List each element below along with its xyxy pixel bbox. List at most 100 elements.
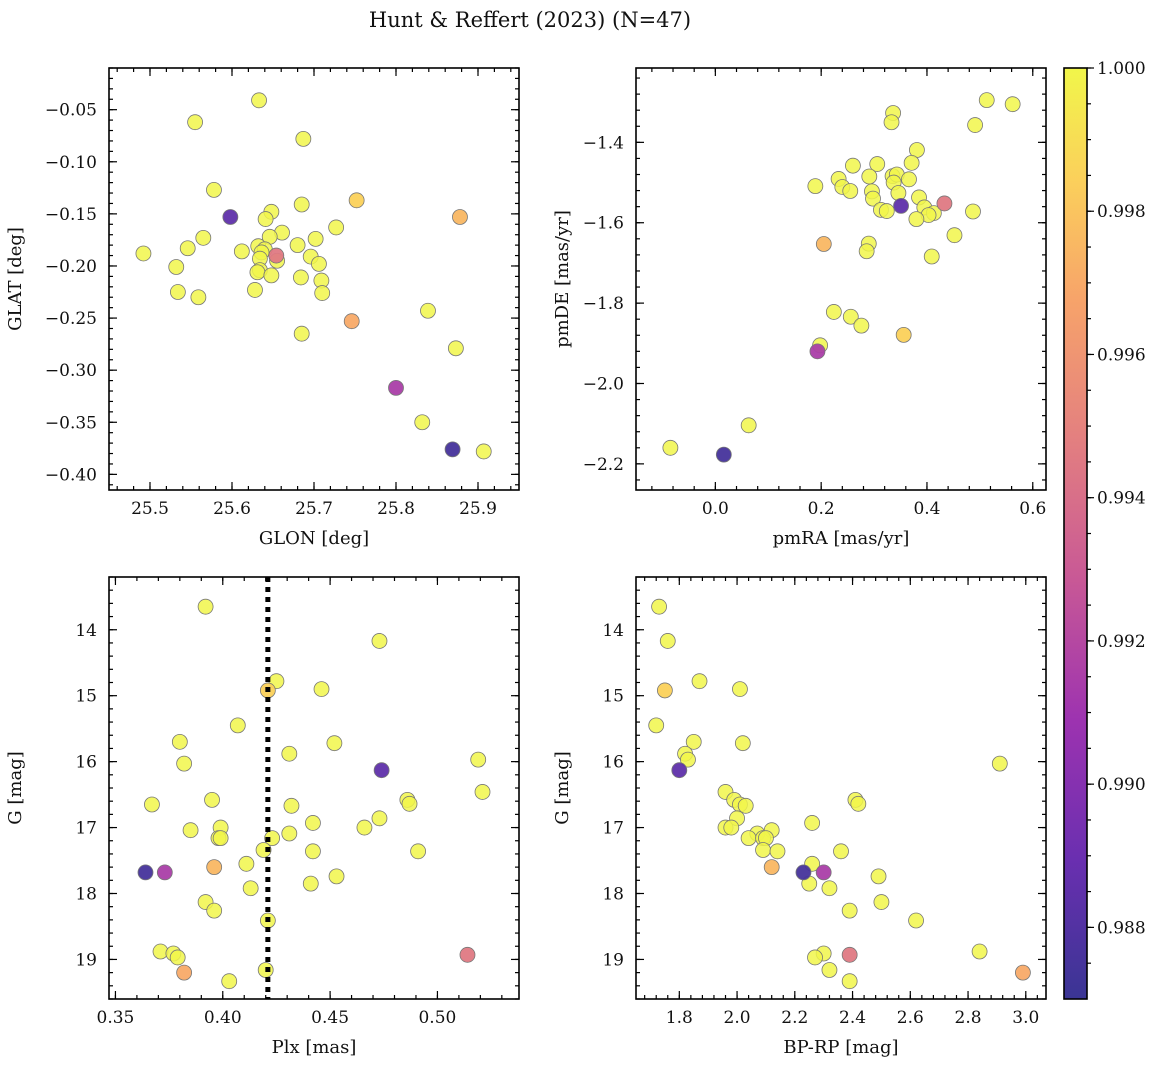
scatter-point <box>908 912 924 929</box>
y-tick-label: 14 <box>602 621 624 641</box>
y-tick-label: 19 <box>75 950 97 970</box>
colorbar-tick-label: 0.990 <box>1097 775 1146 795</box>
colorbar-tick-label: 1.000 <box>1097 59 1146 79</box>
x-tick-label: 0.6 <box>1019 499 1046 519</box>
scatter-point <box>307 230 324 247</box>
scatter-point <box>171 733 188 750</box>
scatter-point <box>447 340 464 357</box>
scatter-point <box>967 117 984 133</box>
scatter-point <box>842 308 859 325</box>
x-tick-label: 2.2 <box>781 1008 808 1028</box>
scatter-point <box>815 864 832 881</box>
scatter-point <box>841 946 858 963</box>
colorbar-tick-label: 0.992 <box>1097 632 1146 652</box>
scatter-point <box>229 717 246 734</box>
x-axis-label: Plx [mas] <box>272 1037 357 1058</box>
scatter-point <box>459 946 476 963</box>
scatter-point <box>293 196 310 213</box>
y-tick-label: −1.6 <box>583 214 624 234</box>
scatter-point <box>206 902 223 919</box>
chart-title: Hunt & Reffert (2023) (N=47) <box>369 8 691 32</box>
scatter-point <box>662 439 679 456</box>
scatter-point <box>1015 964 1031 981</box>
scatter-point <box>388 379 404 396</box>
y-tick-label: 16 <box>602 753 624 773</box>
scatter-point <box>833 843 849 860</box>
scatter-point <box>475 443 492 460</box>
scatter-point <box>715 446 732 463</box>
scatter-point <box>182 822 199 839</box>
scatter-point <box>314 285 331 301</box>
scatter-point <box>176 755 193 772</box>
x-tick-label: 2.6 <box>897 1008 924 1028</box>
scatter-point <box>946 227 963 244</box>
scatter-point <box>263 267 280 284</box>
x-tick-label: 2.4 <box>839 1008 866 1028</box>
y-tick-label: 17 <box>602 819 624 839</box>
scatter-point <box>850 795 867 812</box>
y-tick-label: 16 <box>75 753 97 773</box>
scatter-point <box>842 183 859 199</box>
scatter-point <box>680 751 696 768</box>
scatter-point <box>283 797 300 814</box>
scatter-point <box>204 791 220 808</box>
colorbar-gradient <box>1064 68 1087 999</box>
scatter-point <box>965 203 981 220</box>
scatter-point <box>371 633 388 649</box>
scatter-point <box>878 203 895 219</box>
scatter-point <box>206 859 223 876</box>
scatter-point <box>873 894 890 910</box>
scatter-point <box>691 673 708 690</box>
axes-frame <box>108 576 520 1000</box>
y-axis-label: G [mag] <box>5 751 26 824</box>
scatter-point <box>326 735 343 752</box>
y-tick-label: −0.10 <box>45 153 97 173</box>
panel-plx-g: 0.35 0.40 0.45 0.50 14 15 16 17 18 19 Plx [mas] G [… <box>5 576 520 1058</box>
scatter-point <box>313 681 330 697</box>
scatter-point <box>865 190 881 207</box>
scatter-point <box>197 598 214 615</box>
scatter-point <box>348 192 365 209</box>
scatter-point <box>156 864 173 881</box>
scatter-point <box>804 815 821 831</box>
x-tick-label: 0.2 <box>808 499 835 519</box>
scatter-point <box>651 598 667 615</box>
y-tick-label: 18 <box>602 885 624 905</box>
scatter-point <box>908 211 925 228</box>
scatter-point <box>328 219 345 236</box>
x-tick-label: 2.8 <box>955 1008 982 1028</box>
scatter-point <box>222 209 239 225</box>
x-tick-label: 25.7 <box>295 499 333 519</box>
scatter-point <box>936 195 953 212</box>
scatter-point <box>268 247 285 264</box>
scatter-point <box>732 681 748 697</box>
scatter-point <box>371 810 388 827</box>
scatter-point <box>869 156 886 172</box>
x-tick-label: 0.0 <box>702 499 729 519</box>
scatter-point <box>795 864 812 881</box>
scatter-point <box>137 864 154 881</box>
x-tick-label: 25.5 <box>131 499 169 519</box>
scatter-point <box>176 964 193 981</box>
scatter-point <box>923 248 940 265</box>
scatter-point <box>242 880 259 897</box>
scatter-point <box>292 269 309 286</box>
scatter-point <box>648 717 665 734</box>
scatter-point <box>903 154 920 171</box>
y-tick-label: −2.2 <box>583 455 624 475</box>
y-tick-label: −0.40 <box>45 465 97 485</box>
scatter-point <box>671 762 688 779</box>
scatter-point <box>302 875 319 892</box>
scatter-point <box>168 259 185 275</box>
y-axis-label: G [mag] <box>552 751 573 824</box>
scatter-point <box>255 842 272 858</box>
y-tick-label: 14 <box>75 621 97 641</box>
scatter-point <box>740 830 757 847</box>
scatter-point <box>281 745 298 762</box>
scatter-point <box>991 755 1008 772</box>
y-axis-label: pmDE [mas/yr] <box>552 210 573 348</box>
x-tick-label: 0.50 <box>418 1008 456 1028</box>
y-tick-label: −0.20 <box>45 257 97 277</box>
scatter-point <box>978 92 995 109</box>
axes-frame <box>635 67 1047 491</box>
